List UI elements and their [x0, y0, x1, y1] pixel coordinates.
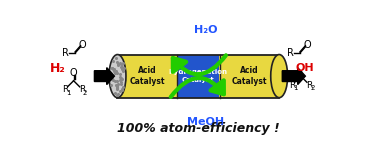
Text: H₂O: H₂O [194, 25, 218, 35]
Ellipse shape [109, 55, 126, 98]
Text: O: O [70, 68, 77, 78]
Text: 1: 1 [66, 90, 70, 96]
FancyArrowPatch shape [173, 55, 226, 74]
FancyArrow shape [282, 68, 305, 85]
Text: R: R [289, 81, 296, 90]
Bar [118, 55, 177, 98]
Text: H₂: H₂ [50, 62, 65, 75]
Text: O: O [303, 40, 311, 50]
Text: 100% atom-efficiency !: 100% atom-efficiency ! [117, 122, 280, 135]
Text: 1: 1 [293, 85, 297, 91]
FancyArrow shape [94, 68, 115, 85]
Text: 2: 2 [310, 85, 314, 91]
Text: R: R [62, 86, 68, 94]
Text: R: R [62, 48, 68, 58]
Bar [219, 55, 279, 98]
Text: R: R [306, 81, 312, 90]
Text: Hydrogenation
Catalyst: Hydrogenation Catalyst [169, 69, 228, 83]
Text: R: R [287, 48, 293, 58]
Text: Acid
Catalyst: Acid Catalyst [129, 66, 165, 86]
Text: 2: 2 [83, 90, 87, 96]
FancyArrowPatch shape [171, 78, 224, 97]
Text: OH: OH [295, 63, 314, 73]
Ellipse shape [271, 55, 288, 98]
Text: O: O [78, 40, 86, 50]
Text: MeOH: MeOH [187, 117, 225, 127]
Text: Acid
Catalyst: Acid Catalyst [232, 66, 267, 86]
Text: R: R [79, 86, 85, 94]
Bar [177, 55, 221, 98]
